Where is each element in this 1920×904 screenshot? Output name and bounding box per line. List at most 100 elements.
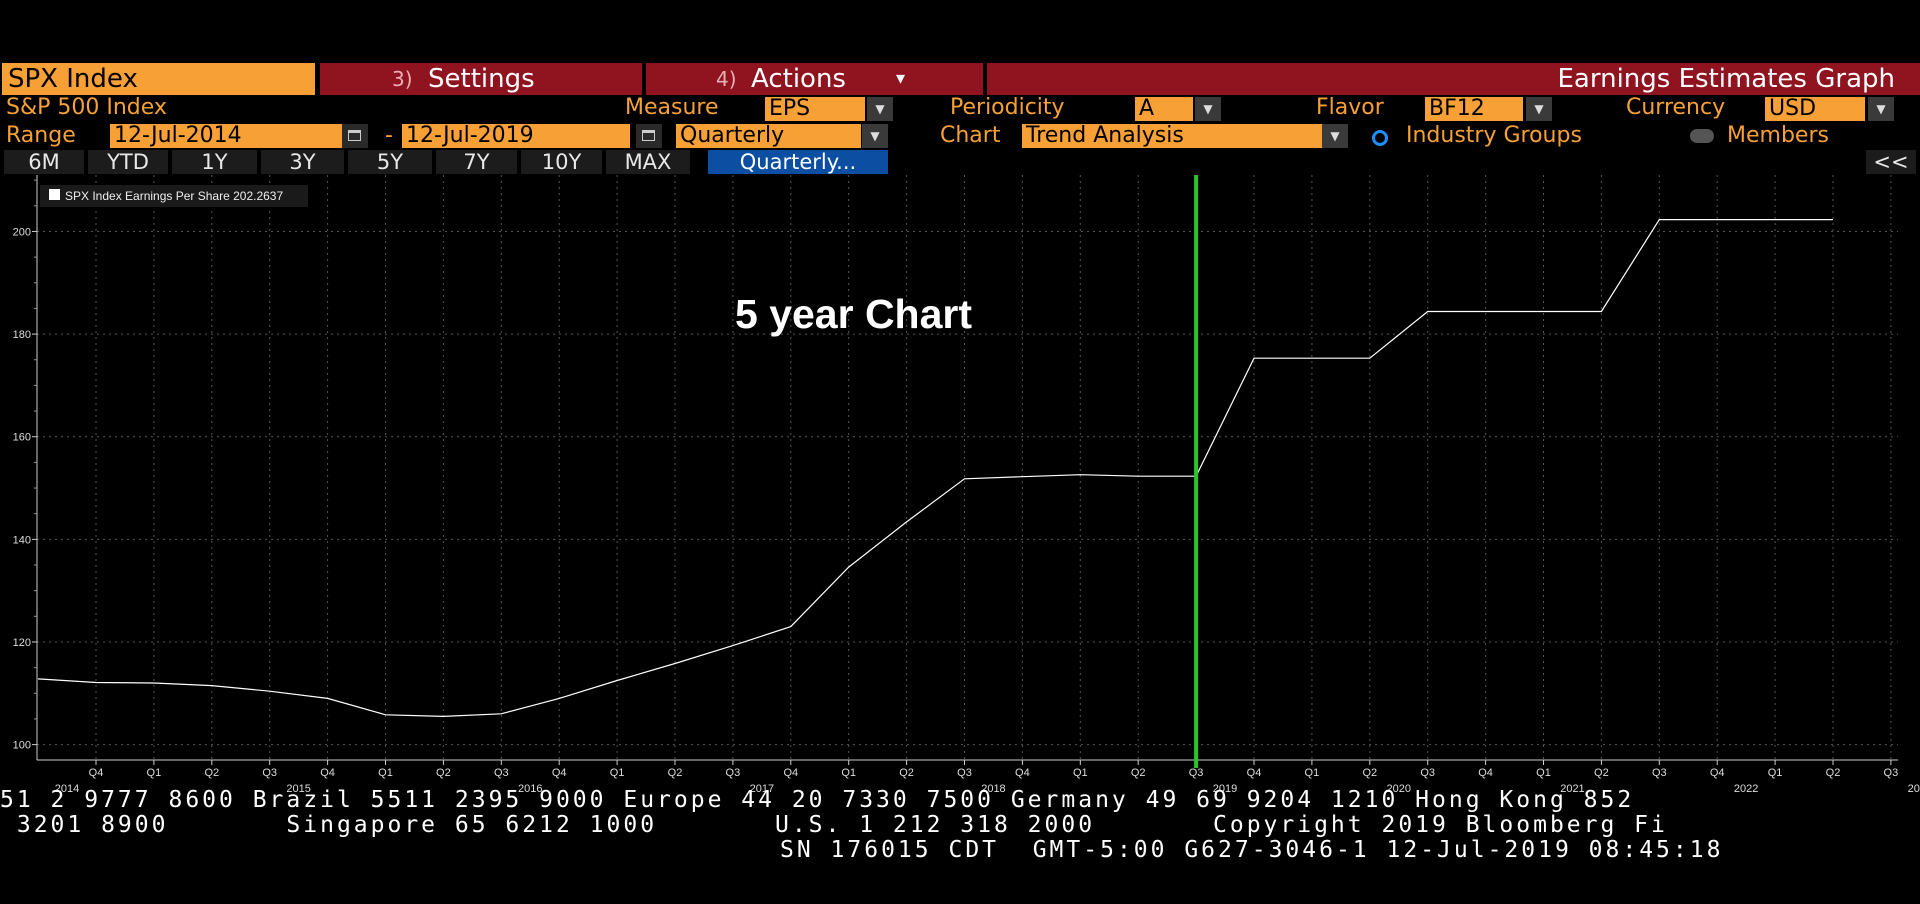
x-quarter-label: Q2: [1131, 767, 1146, 779]
x-year-label: 2015: [286, 783, 310, 795]
x-quarter-label: Q4: [1015, 767, 1030, 779]
currency-label: Currency: [1626, 95, 1726, 120]
ticker-tab[interactable]: SPX Index: [2, 63, 315, 95]
period-button[interactable]: 7Y: [436, 150, 517, 174]
x-quarter-label: Q4: [783, 767, 798, 779]
x-quarter-label: Q3: [1420, 767, 1435, 779]
x-quarter-label: Q3: [726, 767, 741, 779]
measure-dropdown-icon[interactable]: ▼: [867, 97, 893, 121]
x-quarter-label: Q2: [204, 767, 219, 779]
currency-dropdown-icon[interactable]: ▼: [1868, 97, 1894, 121]
period-button[interactable]: 1Y: [172, 150, 257, 174]
period-button[interactable]: 6M: [4, 150, 84, 174]
actions-menu-button[interactable]: 4) Actions ▾: [646, 63, 983, 95]
x-quarter-label: Q1: [1536, 767, 1551, 779]
periodicity-dropdown-icon[interactable]: ▼: [1195, 97, 1221, 121]
legend-swatch: [49, 189, 60, 200]
actions-label: Actions: [751, 64, 846, 94]
x-year-label: 2020: [1387, 783, 1411, 795]
flavor-field[interactable]: BF12: [1425, 97, 1523, 121]
screen-title: Earnings Estimates Graph: [987, 63, 1920, 95]
x-year-label: 2023: [1908, 783, 1920, 795]
legend-background: [40, 185, 308, 207]
footer-line-session: SN 176015 CDT GMT-5:00 G627-3046-1 12-Ju…: [780, 837, 1724, 863]
calendar-icon[interactable]: [342, 124, 368, 148]
radio-unselected-icon[interactable]: [1690, 129, 1714, 143]
x-quarter-label: Q4: [1710, 767, 1725, 779]
x-quarter-label: Q2: [1594, 767, 1609, 779]
members-option[interactable]: Members: [1727, 123, 1829, 148]
chevron-down-icon: ▾: [896, 68, 906, 89]
x-year-label: 2017: [750, 783, 774, 795]
x-quarter-label: Q3: [262, 767, 277, 779]
x-quarter-label: Q4: [1247, 767, 1262, 779]
settings-label: Settings: [428, 64, 535, 94]
x-year-label: 2014: [55, 783, 79, 795]
x-quarter-label: Q3: [1884, 767, 1899, 779]
chart-grid: [37, 175, 1898, 760]
x-quarter-label: Q3: [494, 767, 509, 779]
x-axis: Q4 Q1 Q2 Q3 Q4 Q1 Q2 Q3 Q4 Q1 Q2 Q3 Q4 Q1 Q2 Q3 Q4 Q1 Q2 Q3…: [37, 759, 1920, 795]
x-quarter-label: Q3: [1189, 767, 1204, 779]
x-quarter-label: Q2: [436, 767, 451, 779]
industry-groups-option[interactable]: Industry Groups: [1406, 123, 1582, 148]
period-button[interactable]: MAX: [606, 150, 690, 174]
x-quarter-label: Q1: [1073, 767, 1088, 779]
x-quarter-label: Q1: [147, 767, 162, 779]
frequency-field[interactable]: Quarterly: [676, 124, 861, 148]
y-tick-label: 100: [13, 740, 31, 752]
period-button-active[interactable]: Quarterly...: [708, 150, 888, 174]
x-quarter-label: Q1: [841, 767, 856, 779]
range-end-field[interactable]: 12-Jul-2019: [402, 124, 630, 148]
x-quarter-label: Q2: [899, 767, 914, 779]
frequency-dropdown-icon[interactable]: ▼: [862, 124, 888, 148]
x-year-label: 2016: [518, 783, 542, 795]
period-button[interactable]: YTD: [88, 150, 168, 174]
period-button[interactable]: 10Y: [521, 150, 602, 174]
measure-label: Measure: [625, 95, 719, 120]
y-axis: 100 120 140 160 180 200: [13, 175, 38, 760]
x-quarter-label: Q3: [1652, 767, 1667, 779]
x-quarter-label: Q3: [957, 767, 972, 779]
settings-menu-button[interactable]: 3) Settings: [320, 63, 642, 95]
x-quarter-label: Q1: [610, 767, 625, 779]
flavor-dropdown-icon[interactable]: ▼: [1526, 97, 1552, 121]
chart-type-dropdown-icon[interactable]: ▼: [1322, 124, 1348, 148]
y-tick-label: 140: [13, 534, 31, 546]
chart-annotation: 5 year Chart: [735, 291, 972, 337]
flavor-label: Flavor: [1316, 95, 1384, 120]
chart-series: [38, 219, 1833, 718]
range-start-field[interactable]: 12-Jul-2014: [110, 124, 342, 148]
top-toolbar: SPX Index 3) Settings 4) Actions ▾ Earni…: [0, 63, 1920, 97]
chart-type-label: Chart: [940, 123, 1001, 148]
x-quarter-label: Q4: [89, 767, 104, 779]
measure-field[interactable]: EPS: [765, 97, 865, 121]
range-label: Range: [6, 123, 76, 148]
period-button[interactable]: 3Y: [261, 150, 344, 174]
chart-legend: SPX Index Earnings Per Share 202.2637: [40, 185, 308, 207]
period-button[interactable]: 5Y: [348, 150, 432, 174]
x-quarter-label: Q2: [1826, 767, 1841, 779]
footer-line-copyright: 3201 8900 Singapore 65 6212 1000 U.S. 1 …: [0, 812, 1668, 838]
legend-text: SPX Index Earnings Per Share 202.2637: [65, 189, 283, 203]
security-name: S&P 500 Index: [6, 95, 167, 120]
y-tick-label: 160: [13, 432, 31, 444]
x-quarter-label: Q4: [552, 767, 567, 779]
x-quarter-label: Q1: [1305, 767, 1320, 779]
range-dash: -: [385, 123, 393, 148]
x-quarter-label: Q4: [1478, 767, 1493, 779]
collapse-button[interactable]: <<: [1866, 150, 1916, 174]
x-quarter-label: Q1: [1768, 767, 1783, 779]
currency-field[interactable]: USD: [1765, 97, 1865, 121]
periodicity-label: Periodicity: [950, 95, 1065, 120]
y-tick-label: 120: [13, 637, 31, 649]
x-quarter-label: Q2: [668, 767, 683, 779]
chart-type-field[interactable]: Trend Analysis: [1022, 124, 1322, 148]
x-year-label: 2019: [1213, 783, 1237, 795]
x-year-label: 2018: [981, 783, 1005, 795]
calendar-icon[interactable]: [636, 124, 662, 148]
radio-selected-icon[interactable]: [1372, 130, 1388, 146]
x-year-label: 2022: [1734, 783, 1758, 795]
periodicity-field[interactable]: A: [1135, 97, 1193, 121]
